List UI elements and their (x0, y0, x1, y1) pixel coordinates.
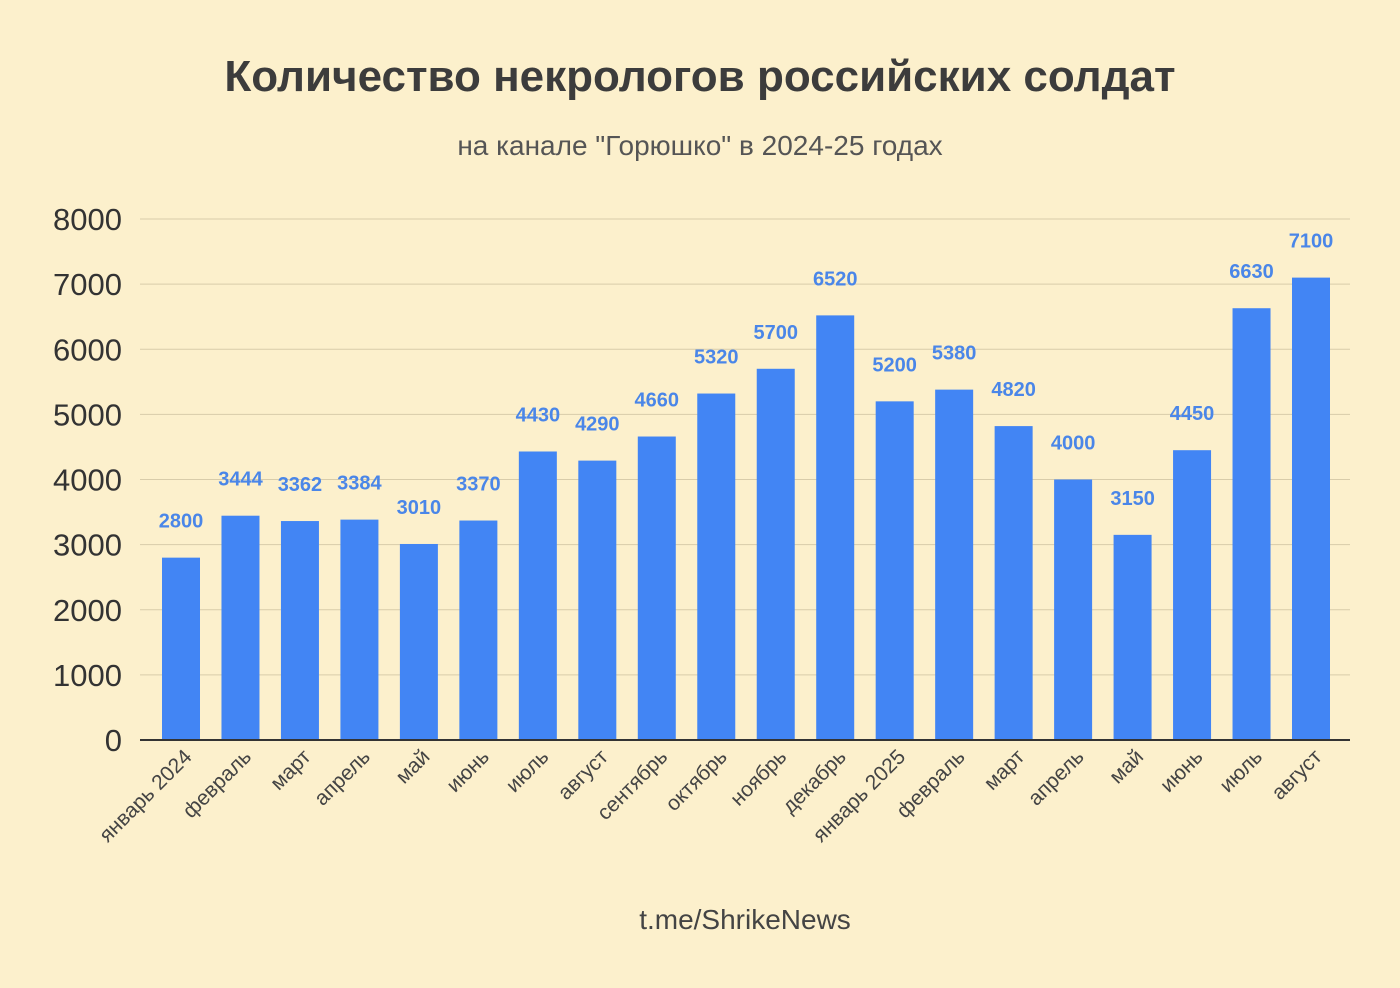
y-tick-label: 4000 (53, 463, 122, 498)
bar (518, 451, 557, 740)
bar (162, 557, 200, 740)
data-label: 6630 (1229, 261, 1274, 283)
bar (994, 426, 1033, 740)
bar (1173, 450, 1212, 740)
bar (1232, 308, 1271, 740)
y-tick-label: 1000 (53, 658, 122, 693)
x-tick-label: август (554, 745, 614, 805)
bar (756, 368, 795, 740)
bar (459, 520, 498, 740)
data-label: 4660 (635, 390, 680, 412)
bar (816, 315, 855, 740)
data-label: 5200 (872, 354, 917, 376)
bar (1113, 534, 1152, 740)
x-tick-label: июнь (1156, 745, 1208, 797)
chart-subtitle: на канале "Горюшко" в 2024-25 годах (457, 130, 943, 161)
x-tick-label: август (1267, 745, 1327, 805)
data-label: 3444 (218, 469, 263, 491)
y-tick-label: 8000 (53, 202, 122, 237)
x-tick-label: июнь (442, 745, 494, 797)
x-tick-label: апрель (1024, 745, 1089, 810)
x-tick-label: май (391, 745, 434, 788)
data-label: 4000 (1051, 433, 1096, 455)
y-tick-label: 5000 (53, 397, 122, 432)
y-tick-label: 2000 (53, 593, 122, 628)
data-label: 6520 (813, 268, 858, 290)
data-label: 7100 (1289, 231, 1334, 253)
x-tick-label: январь 2024 (95, 745, 197, 847)
y-tick-label: 6000 (53, 332, 122, 367)
data-label: 5700 (753, 322, 798, 344)
x-tick-label: июль (1215, 745, 1267, 797)
source-footer: t.me/ShrikeNews (639, 904, 851, 935)
bar (578, 460, 617, 740)
y-tick-label: 7000 (53, 267, 122, 302)
data-label: 4290 (575, 414, 620, 436)
data-label: 2800 (159, 511, 204, 533)
bar (935, 389, 974, 740)
data-label: 3362 (278, 474, 323, 496)
chart-title: Количество некрологов российских солдат (224, 52, 1176, 101)
x-tick-label: март (980, 745, 1030, 795)
y-tick-label: 0 (105, 723, 122, 758)
bar (340, 519, 379, 740)
bar (875, 401, 914, 740)
data-label: 3150 (1110, 488, 1155, 510)
data-label: 5380 (932, 343, 977, 365)
bar (1292, 277, 1330, 740)
x-tick-label: март (266, 745, 316, 795)
data-label: 3010 (397, 497, 442, 519)
bar (697, 393, 736, 740)
data-label: 5320 (694, 347, 739, 369)
bar (221, 515, 260, 740)
data-label: 3384 (337, 473, 382, 495)
data-label: 4820 (991, 379, 1036, 401)
data-label: 4450 (1170, 403, 1215, 425)
x-tick-label: июль (502, 745, 554, 797)
y-tick-label: 3000 (53, 528, 122, 563)
bar (280, 521, 319, 740)
data-label: 4430 (516, 404, 561, 426)
x-tick-label: апрель (310, 745, 375, 810)
data-label: 3370 (456, 474, 501, 496)
x-tick-label: май (1105, 745, 1148, 788)
x-tick-label: октябрь (661, 745, 732, 816)
bar (399, 543, 438, 740)
bar (637, 436, 676, 740)
bar (1054, 479, 1093, 740)
